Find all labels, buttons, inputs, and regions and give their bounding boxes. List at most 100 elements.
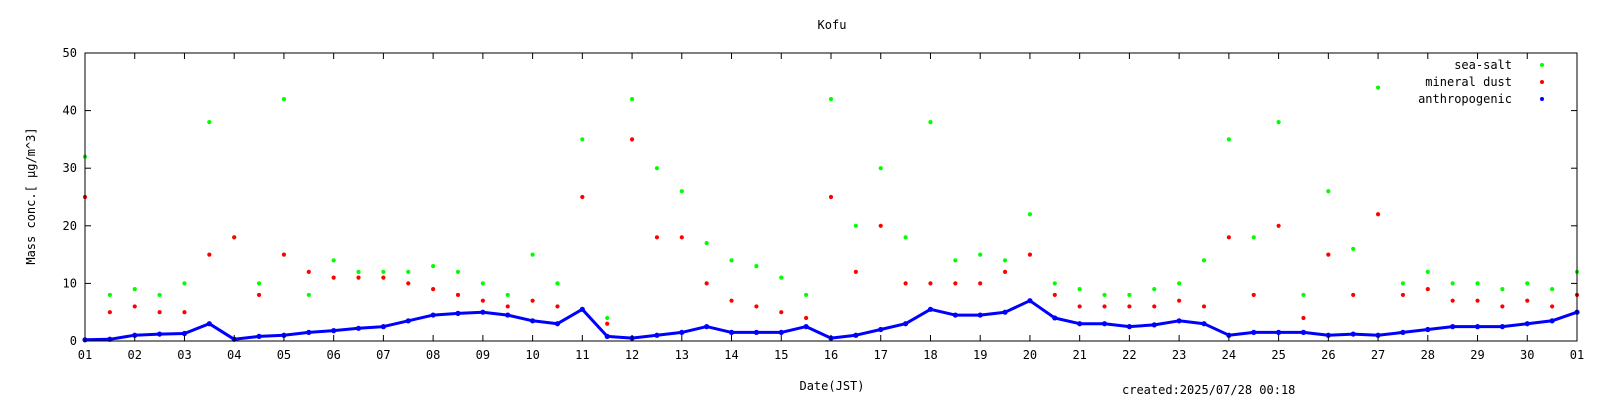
data-point — [804, 315, 809, 321]
data-point — [1077, 287, 1082, 292]
data-point — [1400, 292, 1406, 298]
x-tick-label: 12 — [625, 348, 639, 362]
data-point — [455, 292, 461, 298]
x-tick-label: 25 — [1271, 348, 1285, 362]
data-point — [406, 269, 411, 274]
x-tick-label: 23 — [1172, 348, 1186, 362]
data-point — [182, 310, 187, 315]
x-tick-label: 15 — [774, 348, 788, 362]
data-point — [1425, 287, 1430, 292]
data-point — [754, 304, 759, 309]
data-point — [1251, 292, 1256, 298]
data-point — [455, 269, 461, 274]
legend-marker — [1540, 80, 1544, 84]
x-tick-label: 28 — [1421, 348, 1435, 362]
data-point — [1102, 292, 1107, 298]
x-tick-label: 20 — [1023, 348, 1037, 362]
legend-marker — [1540, 97, 1544, 101]
data-point — [1500, 287, 1505, 292]
data-point — [878, 166, 883, 171]
data-point — [431, 287, 436, 292]
data-point — [281, 252, 287, 257]
chart-title: Kofu — [818, 18, 847, 32]
data-point — [1525, 298, 1530, 303]
data-point — [356, 275, 361, 280]
data-point — [1550, 304, 1555, 309]
y-tick-label: 0 — [70, 334, 77, 348]
data-point — [1251, 235, 1256, 240]
data-point — [978, 281, 983, 286]
data-point — [1052, 281, 1057, 286]
x-tick-label: 09 — [476, 348, 490, 362]
data-point — [654, 235, 660, 240]
data-point — [1375, 212, 1381, 217]
x-tick-label: 05 — [277, 348, 291, 362]
x-tick-label: 06 — [326, 348, 340, 362]
data-point — [132, 287, 137, 292]
data-point — [1152, 304, 1157, 309]
data-point — [605, 321, 610, 326]
data-point — [1276, 120, 1281, 125]
legend-label: sea-salt — [1454, 58, 1512, 72]
data-point — [232, 235, 237, 240]
legend-label: anthropogenic — [1418, 92, 1512, 106]
data-point — [853, 223, 858, 228]
data-point — [1177, 281, 1182, 286]
data-point — [580, 194, 585, 200]
data-point — [306, 269, 311, 274]
data-point — [1226, 235, 1231, 240]
data-point — [256, 292, 262, 298]
data-point — [704, 281, 709, 286]
series-mineral-dust — [82, 137, 1580, 326]
data-point — [779, 310, 784, 315]
data-point — [704, 240, 709, 246]
data-point — [530, 298, 535, 303]
data-point — [1326, 252, 1331, 257]
data-point — [1475, 298, 1480, 303]
data-point — [381, 275, 386, 280]
data-point — [1002, 269, 1008, 274]
data-point — [828, 96, 834, 102]
data-point — [157, 292, 162, 298]
x-tick-label: 03 — [177, 348, 191, 362]
data-point — [953, 258, 958, 263]
data-point — [903, 235, 908, 240]
data-point — [182, 281, 187, 286]
data-point — [331, 275, 336, 280]
data-point — [1351, 292, 1356, 298]
data-point — [207, 120, 212, 125]
series-sea-salt — [82, 85, 1580, 321]
data-point — [1525, 281, 1530, 286]
data-point — [331, 258, 336, 263]
y-tick-label: 20 — [63, 219, 77, 233]
x-axis-label: Date(JST) — [799, 379, 864, 393]
data-point — [729, 298, 734, 303]
data-point — [406, 281, 411, 286]
data-point — [1027, 252, 1033, 257]
x-tick-label: 24 — [1222, 348, 1236, 362]
data-point — [754, 264, 759, 269]
y-tick-label: 30 — [63, 161, 77, 175]
x-tick-label: 26 — [1321, 348, 1335, 362]
data-point — [530, 252, 535, 257]
created-timestamp: created:2025/07/28 00:18 — [1122, 383, 1296, 397]
data-point — [1351, 246, 1356, 251]
x-tick-label: 01 — [1570, 348, 1584, 362]
data-point — [1052, 292, 1057, 298]
data-point — [828, 194, 834, 200]
data-point — [1450, 298, 1455, 303]
x-tick-label: 02 — [128, 348, 142, 362]
data-point — [480, 298, 485, 303]
x-tick-label: 08 — [426, 348, 440, 362]
y-tick-label: 50 — [63, 46, 77, 60]
x-tick-label: 14 — [724, 348, 738, 362]
data-point — [629, 137, 635, 142]
data-point — [505, 292, 510, 298]
data-point — [1226, 137, 1231, 142]
data-point — [953, 281, 958, 286]
data-point — [1375, 85, 1381, 90]
data-point — [1177, 298, 1182, 303]
data-point — [1326, 189, 1331, 194]
